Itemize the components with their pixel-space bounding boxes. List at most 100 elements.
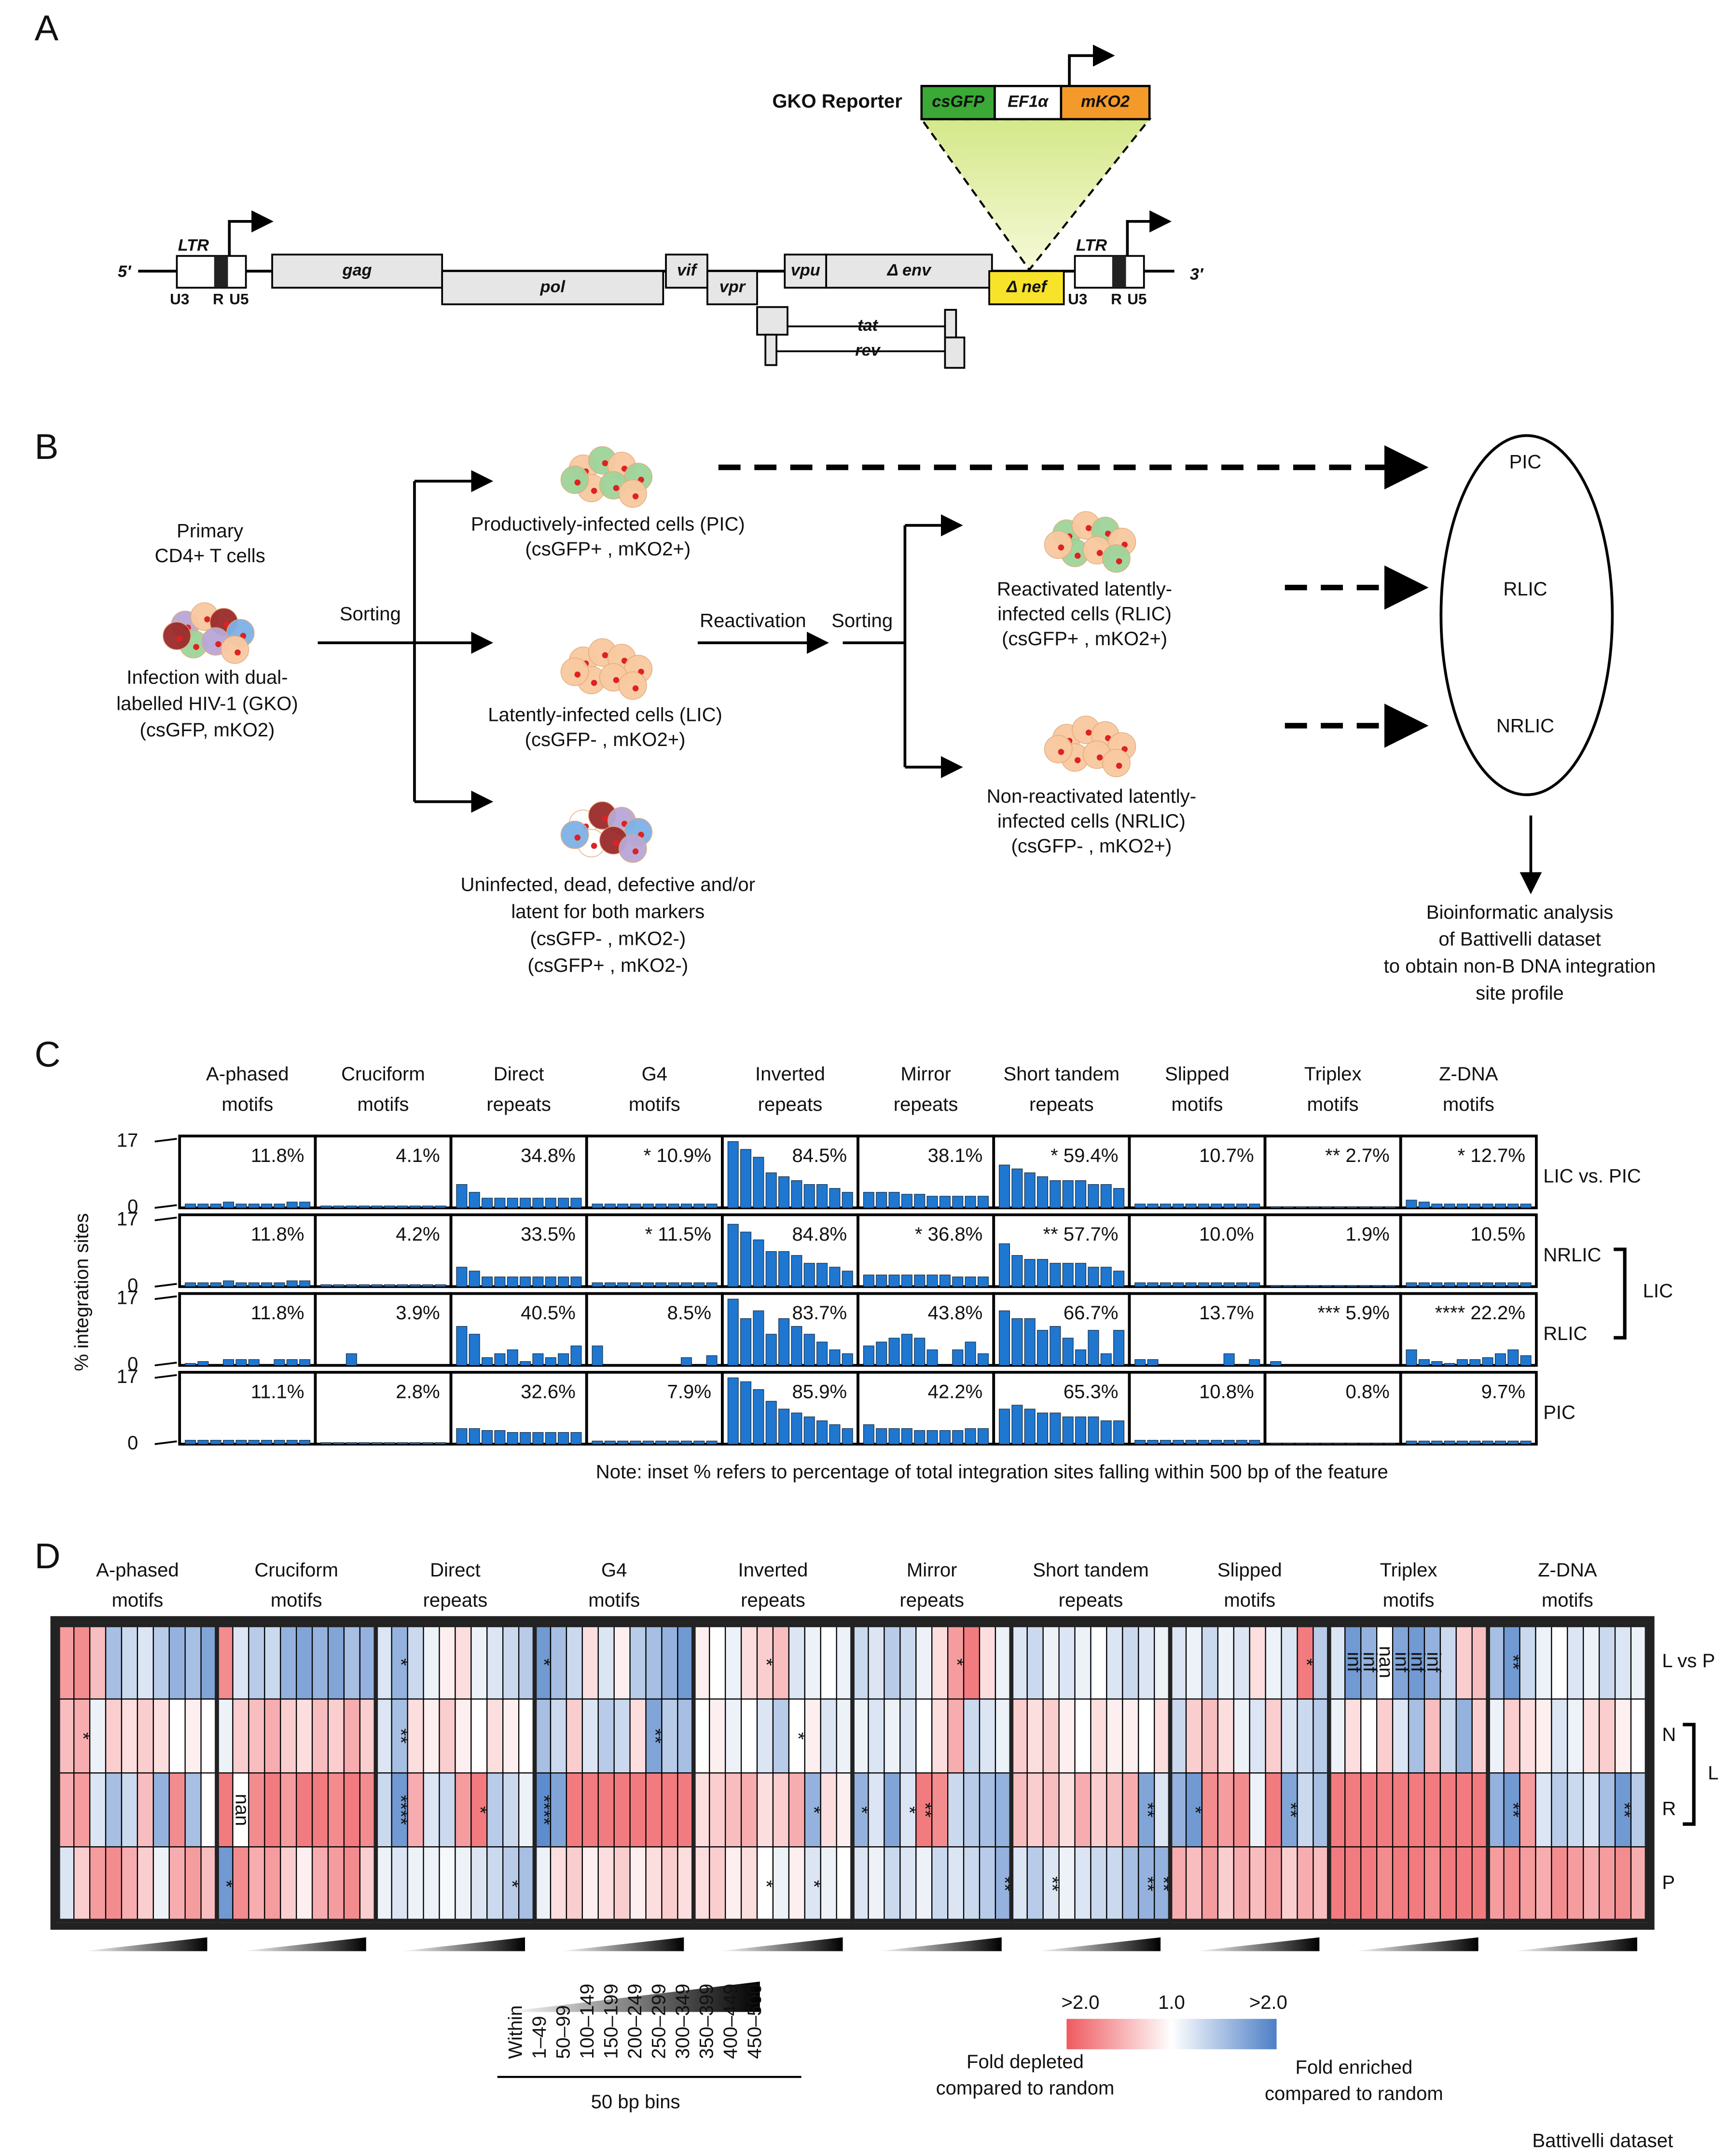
bar [816,1263,828,1287]
heat-cell [772,1772,790,1848]
cell-label: **** [390,1795,412,1825]
bar [223,1202,235,1208]
reporter-box-label: csGFP [932,93,984,111]
heat-cell [884,1846,901,1921]
nucleus [1058,748,1064,755]
bar [1520,1203,1532,1208]
heat-cell [375,1772,392,1848]
heat-cell [248,1698,265,1774]
bar [592,1282,603,1287]
heat-cell [995,1624,1012,1700]
heat-cell [1058,1698,1076,1774]
reporter-box [920,84,996,121]
inset-label: 40.5% [521,1302,576,1324]
heat-cell [343,1846,361,1921]
nucleus [602,815,608,822]
bar [999,1409,1010,1445]
heat-cell [200,1772,218,1848]
text-line: infected cells (NRLIC) [997,811,1186,832]
row-label: PIC [1543,1402,1575,1423]
heat-cell [1455,1698,1473,1774]
bar [570,1432,582,1445]
bin-label: 100–149 [577,1984,598,2059]
heat-cell [1344,1772,1362,1848]
heat-cell [899,1772,917,1848]
text-line: (csGFP+ , mKO2+) [1002,628,1167,650]
cell-label: * [215,1880,236,1888]
heat-cell [629,1698,647,1774]
heat-cell [709,1698,726,1774]
bar [1249,1282,1260,1287]
heat-cell [1074,1772,1091,1848]
heat-cell [1090,1698,1107,1774]
heat-cell [1185,1846,1203,1921]
heat-cell [979,1846,996,1921]
axis-label: 50 bp bins [591,2091,680,2113]
bar [1494,1203,1506,1208]
bar [1520,1440,1532,1445]
bar [999,1310,1010,1366]
bar [978,1276,989,1287]
y-tick [154,1374,177,1379]
bar [965,1196,976,1208]
heat-cell [89,1772,107,1848]
heat-cell [470,1772,488,1848]
bar [397,1205,408,1208]
bar [740,1149,752,1208]
bar [939,1196,951,1208]
bar [901,1334,912,1366]
heat-cell [788,1846,805,1921]
heat-cell [1455,1772,1473,1848]
heat-cell [756,1772,774,1848]
bar [333,1442,345,1445]
heat-cell [216,1772,234,1848]
heat-cell [1360,1846,1378,1921]
heat-cell [1010,1624,1028,1700]
heat-cell [566,1624,583,1700]
bar [876,1428,887,1445]
bar [778,1318,790,1366]
bar [604,1440,616,1445]
heat-cell [852,1846,869,1921]
heat-cell [947,1698,965,1774]
heat-cell [629,1772,647,1848]
panel-letter: C [35,1035,61,1075]
bar [655,1203,667,1208]
bar [740,1318,752,1366]
bar [299,1202,311,1208]
heat-cell [693,1624,710,1700]
bar [816,1420,828,1445]
heat-cell [168,1846,186,1921]
bar [1211,1282,1222,1287]
heat-cell [725,1624,742,1700]
heat-cell [248,1846,265,1921]
heat-cell [1344,1698,1362,1774]
heat-cell [868,1624,885,1700]
heat-cell [168,1772,186,1848]
heat-cell [1265,1846,1282,1921]
heat-cell [1313,1624,1330,1700]
bar [1308,1443,1320,1445]
bar [842,1271,853,1287]
bar [1236,1440,1247,1445]
cell [560,465,589,494]
legend-caption: Fold depleted [967,2051,1084,2073]
bar [753,1239,764,1287]
heat-cell [1455,1624,1473,1700]
bar [952,1349,964,1366]
heat-cell [915,1846,933,1921]
heat-cell [645,1846,663,1921]
heat-cell [772,1624,790,1700]
cell-frame [1399,1370,1538,1446]
bar [274,1440,285,1445]
bar [507,1432,518,1445]
heat-cell [1074,1698,1091,1774]
inset-label: 84.5% [792,1145,847,1166]
heat-cell [137,1772,154,1848]
heat-cell [455,1624,472,1700]
cell-label: inf [1407,1652,1428,1672]
heat-cell [1519,1698,1536,1774]
bar [261,1282,273,1287]
heat-cell [868,1698,885,1774]
column-header: Z-DNA [1439,1064,1498,1085]
